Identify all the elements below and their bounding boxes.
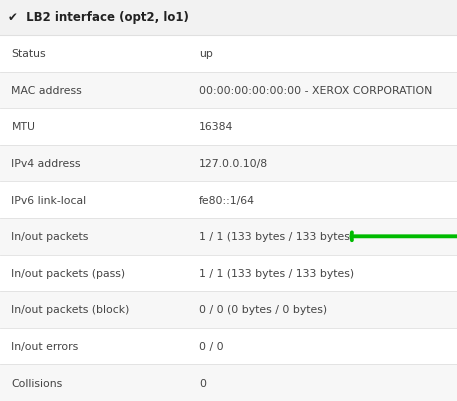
Text: 16384: 16384 [199,122,233,132]
Text: 127.0.0.10/8: 127.0.0.10/8 [199,159,268,169]
Bar [0,182,457,219]
Text: Status: Status [11,49,46,59]
Text: 0 / 0: 0 / 0 [199,341,223,351]
Bar [0,292,457,328]
Text: 1 / 1 (133 bytes / 133 bytes): 1 / 1 (133 bytes / 133 bytes) [199,268,354,278]
Text: 00:00:00:00:00:00 - XEROX CORPORATION: 00:00:00:00:00:00 - XEROX CORPORATION [199,86,432,96]
Text: In/out packets: In/out packets [11,232,89,242]
Text: up: up [199,49,213,59]
Text: IPv4 address: IPv4 address [11,159,81,169]
Bar [0,0,457,36]
Text: 1 / 1 (133 bytes / 133 bytes): 1 / 1 (133 bytes / 133 bytes) [199,232,354,242]
Bar [0,73,457,109]
Bar [0,146,457,182]
Text: 0 / 0 (0 bytes / 0 bytes): 0 / 0 (0 bytes / 0 bytes) [199,305,327,315]
Text: In/out packets (block): In/out packets (block) [11,305,130,315]
Text: fe80::1/64: fe80::1/64 [199,195,255,205]
Text: Collisions: Collisions [11,378,63,388]
Text: In/out packets (pass): In/out packets (pass) [11,268,126,278]
Bar [0,365,457,401]
Bar [0,219,457,255]
Bar [0,255,457,292]
Bar [0,36,457,73]
Text: MTU: MTU [11,122,36,132]
Text: In/out errors: In/out errors [11,341,79,351]
Text: ✔  LB2 interface (opt2, lo1): ✔ LB2 interface (opt2, lo1) [8,12,189,24]
Bar [0,328,457,365]
Text: IPv6 link-local: IPv6 link-local [11,195,86,205]
Bar [0,109,457,146]
Text: 0: 0 [199,378,206,388]
Text: MAC address: MAC address [11,86,82,96]
